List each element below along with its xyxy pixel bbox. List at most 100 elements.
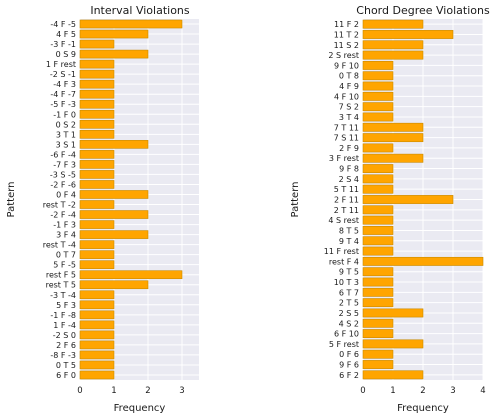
interval-x-axis-label: Frequency <box>114 403 166 414</box>
chord-bar <box>362 267 394 277</box>
interval-bar <box>79 29 149 39</box>
interval-ytick-label: 5 F -5 <box>53 261 76 270</box>
chord-ytick-label: 2 F 9 <box>339 144 359 153</box>
interval-ytick-label: -5 F -3 <box>50 100 76 109</box>
chord-bar <box>362 164 394 173</box>
chord-ytick-label: 6 F 10 <box>334 330 359 339</box>
chord-bar <box>362 256 484 266</box>
interval-bar <box>79 160 115 169</box>
chord-ytick-label: 9 T 5 <box>339 268 359 277</box>
chord-ytick-label: 11 F rest <box>324 247 359 256</box>
chord-ytick-label: 4 S 2 <box>339 319 359 328</box>
interval-ytick-label: 1 F rest <box>46 60 76 69</box>
interval-ytick-label: 0 F 4 <box>56 190 76 199</box>
chord-bar <box>362 287 394 297</box>
interval-ytick-label: 4 F 5 <box>56 30 76 39</box>
interval-bar <box>79 230 149 239</box>
chord-bar <box>362 102 394 112</box>
chord-ytick-label: 2 T 5 <box>339 299 359 308</box>
chord-ytick-label: 9 F 8 <box>339 165 359 174</box>
chord-bar <box>362 112 394 122</box>
interval-ytick-label: 3 T 1 <box>56 130 76 139</box>
chord-ytick-label: 3 F rest <box>329 154 359 163</box>
chord-ytick-label: 6 T 7 <box>339 288 359 297</box>
chord-bar <box>362 122 424 132</box>
chord-ytick-label: 2 T 11 <box>334 206 359 215</box>
chord-ytick-label: 4 F 9 <box>339 82 359 91</box>
interval-ytick-label: -1 F 0 <box>53 110 76 119</box>
interval-ytick-label: rest T 5 <box>46 281 76 290</box>
chord-bar <box>362 195 454 204</box>
interval-bar <box>79 200 115 209</box>
interval-bar <box>79 290 115 300</box>
chord-ytick-label: 2 F 11 <box>334 196 359 205</box>
interval-ytick-label: -4 F -7 <box>50 90 76 99</box>
chord-bar <box>362 30 454 39</box>
chord-ytick-label: 11 S 2 <box>334 41 359 50</box>
chord-ytick-label: 0 T 8 <box>339 72 359 81</box>
interval-ytick-label: 1 F -4 <box>53 321 76 330</box>
interval-ytick-label: -3 F -1 <box>50 40 76 49</box>
interval-ytick-label: 0 S 2 <box>56 120 76 129</box>
interval-bar <box>79 69 115 79</box>
chord-bar <box>362 71 394 81</box>
interval-bar <box>79 250 115 259</box>
chord-bar <box>362 339 424 349</box>
interval-xtick-label: 0 <box>77 386 82 396</box>
chord-bar <box>362 308 424 318</box>
interval-ytick-label: -3 S -5 <box>50 170 76 179</box>
interval-bar <box>79 340 115 350</box>
interval-ytick-label: 3 S 1 <box>56 140 76 149</box>
interval-bar <box>79 220 115 229</box>
chord-bar <box>362 226 394 235</box>
interval-ytick-label: -8 F -3 <box>50 351 76 360</box>
chord-bar <box>362 298 394 308</box>
interval-ytick-label: -7 F 3 <box>53 160 76 169</box>
chord-xtick-label: 3 <box>450 386 455 396</box>
chord-ytick-label: 10 T 3 <box>334 278 359 287</box>
chord-bar <box>362 329 394 339</box>
chord-ytick-label: 11 F 2 <box>334 20 359 29</box>
chord-ytick-label: rest F 4 <box>329 257 359 266</box>
interval-bar <box>79 130 115 139</box>
interval-ytick-label: 3 F 4 <box>56 231 76 240</box>
interval-bar <box>79 79 115 89</box>
interval-ytick-label: rest T -2 <box>43 201 76 210</box>
interval-bar <box>79 350 115 360</box>
chord-bar <box>362 91 394 101</box>
interval-ytick-label: rest F 5 <box>46 271 76 280</box>
interval-ytick-label: -3 T -4 <box>50 291 76 300</box>
interval-ytick-label: 6 F 0 <box>56 371 76 380</box>
interval-bar <box>79 190 149 199</box>
interval-ytick-label: -2 S 0 <box>53 331 76 340</box>
interval-ytick-label: rest T -4 <box>43 241 76 250</box>
chord-xtick-label: 4 <box>480 386 485 396</box>
interval-bar <box>79 370 115 380</box>
interval-bar <box>79 360 115 370</box>
interval-ytick-label: -4 F -5 <box>50 20 76 29</box>
chord-x-axis-label: Frequency <box>397 403 449 414</box>
chord-bar <box>362 81 394 91</box>
chord-ytick-label: 6 F 2 <box>339 371 359 380</box>
chord-ytick-label: 2 S rest <box>328 51 359 60</box>
interval-bar <box>79 89 115 99</box>
interval-bar <box>79 170 115 179</box>
interval-bar <box>79 300 115 310</box>
chord-bar <box>362 360 394 369</box>
chord-bar <box>362 19 424 29</box>
chord-xtick-label: 0 <box>360 386 365 396</box>
interval-ytick-label: -6 F -4 <box>50 150 76 159</box>
interval-ytick-label: 0 S 9 <box>56 50 76 59</box>
chord-bar <box>362 133 424 143</box>
chord-bar <box>362 50 424 60</box>
interval-bar <box>79 99 115 109</box>
interval-plot-area <box>80 19 199 380</box>
chord-bar <box>362 40 424 50</box>
chord-xtick-label: 1 <box>390 386 395 396</box>
interval-ytick-label: -1 F -8 <box>50 311 76 320</box>
interval-bar <box>79 109 115 119</box>
chord-ytick-label: 9 F 10 <box>334 61 359 70</box>
interval-ytick-label: 0 T 7 <box>56 251 76 260</box>
chord-ytick-label: 0 F 6 <box>339 350 359 359</box>
